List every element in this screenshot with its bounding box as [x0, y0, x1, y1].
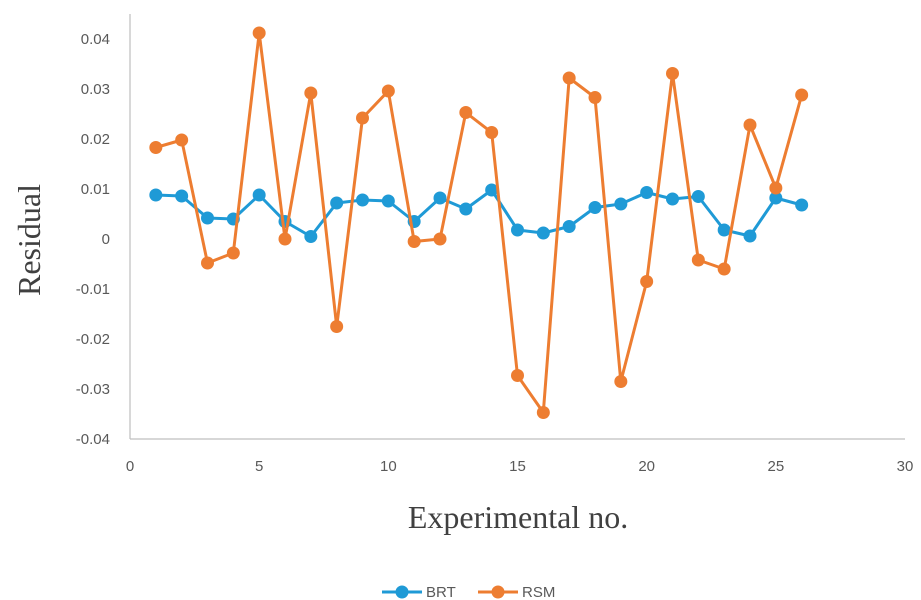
data-point-brt [252, 188, 266, 202]
data-point-brt [640, 186, 654, 199]
x-tick-label: 5 [255, 458, 263, 475]
x-tick-label: 15 [509, 458, 526, 475]
y-tick-label: 0.04 [81, 31, 110, 48]
x-axis-title: Experimental no. [408, 499, 628, 535]
y-tick-label: -0.02 [76, 331, 110, 348]
data-point-rsm [433, 232, 447, 246]
data-point-brt [149, 188, 163, 202]
series-line-rsm [155, 31, 804, 414]
data-point-brt [511, 223, 524, 237]
data-point-rsm [226, 246, 240, 260]
data-point-rsm [795, 88, 809, 102]
data-point-brt [588, 201, 602, 214]
y-axis-title: Residual [11, 184, 47, 296]
data-point-rsm [278, 232, 292, 246]
series-brt [149, 183, 809, 243]
data-point-brt [795, 198, 809, 212]
data-point-brt [666, 192, 679, 206]
data-point-brt [330, 196, 344, 210]
data-point-brt [459, 202, 473, 216]
data-point-rsm [304, 86, 318, 100]
data-point-rsm [485, 126, 499, 139]
data-point-brt [562, 220, 576, 233]
data-point-brt [743, 229, 757, 243]
x-tick-label: 20 [638, 458, 655, 475]
y-tick-label: 0.03 [81, 81, 110, 98]
x-tick-label: 25 [767, 458, 784, 475]
legend-item-brt: BRT [382, 584, 456, 600]
data-point-brt [201, 211, 214, 225]
legend-label-rsm: RSM [522, 584, 555, 600]
data-point-brt [356, 193, 369, 207]
data-point-rsm [356, 111, 369, 125]
data-point-rsm [640, 275, 654, 288]
data-point-brt [381, 194, 395, 208]
data-point-brt [304, 230, 318, 243]
x-tick-label: 30 [897, 458, 914, 475]
data-point-rsm [330, 320, 344, 333]
y-tick-label: -0.04 [76, 431, 110, 448]
data-point-brt [717, 223, 731, 237]
data-point-rsm [407, 235, 421, 248]
data-point-rsm [588, 91, 602, 104]
data-point-brt [614, 197, 628, 211]
series-layer [149, 26, 809, 419]
data-point-rsm [743, 118, 757, 132]
data-point-rsm [511, 369, 524, 382]
y-tick-label: 0 [102, 231, 110, 248]
legend: BRT RSM [382, 584, 555, 600]
data-point-brt [536, 226, 550, 240]
x-tick-labels: 0 5 10 15 20 25 30 [126, 458, 914, 475]
data-point-rsm [536, 406, 550, 419]
data-point-rsm [562, 71, 576, 85]
legend-label-brt: BRT [426, 584, 456, 600]
x-tick-label: 0 [126, 458, 134, 475]
y-tick-labels: 0.04 0.03 0.02 0.01 0 -0.01 -0.02 -0.03 -0.04 [76, 31, 110, 448]
series-rsm [149, 26, 809, 419]
data-point-brt [691, 190, 705, 203]
data-point-rsm [614, 375, 628, 388]
plot-area: 0.04 0.03 0.02 0.01 0 -0.01 -0.02 -0.03 -0.04 0 5… [76, 14, 914, 475]
legend-marker-rsm [491, 585, 505, 599]
legend-item-rsm: RSM [478, 584, 555, 600]
data-point-brt [769, 191, 783, 205]
data-point-rsm [149, 141, 163, 154]
data-point-rsm [175, 133, 189, 147]
y-tick-label: 0.01 [81, 181, 110, 198]
x-tick-label: 10 [380, 458, 397, 475]
data-point-rsm [666, 67, 679, 80]
data-point-rsm [381, 84, 395, 98]
data-point-rsm [691, 253, 705, 267]
y-tick-label: -0.03 [76, 381, 110, 398]
data-point-brt [433, 191, 447, 205]
y-tick-label: 0.02 [81, 131, 110, 148]
data-point-brt [485, 183, 499, 197]
data-point-rsm [201, 256, 214, 270]
data-point-rsm [717, 262, 731, 276]
data-point-brt [175, 189, 189, 203]
y-tick-label: -0.01 [76, 281, 110, 298]
data-point-rsm [459, 106, 473, 119]
data-point-rsm [769, 181, 783, 195]
data-point-rsm [252, 26, 266, 40]
legend-marker-brt [395, 585, 409, 599]
